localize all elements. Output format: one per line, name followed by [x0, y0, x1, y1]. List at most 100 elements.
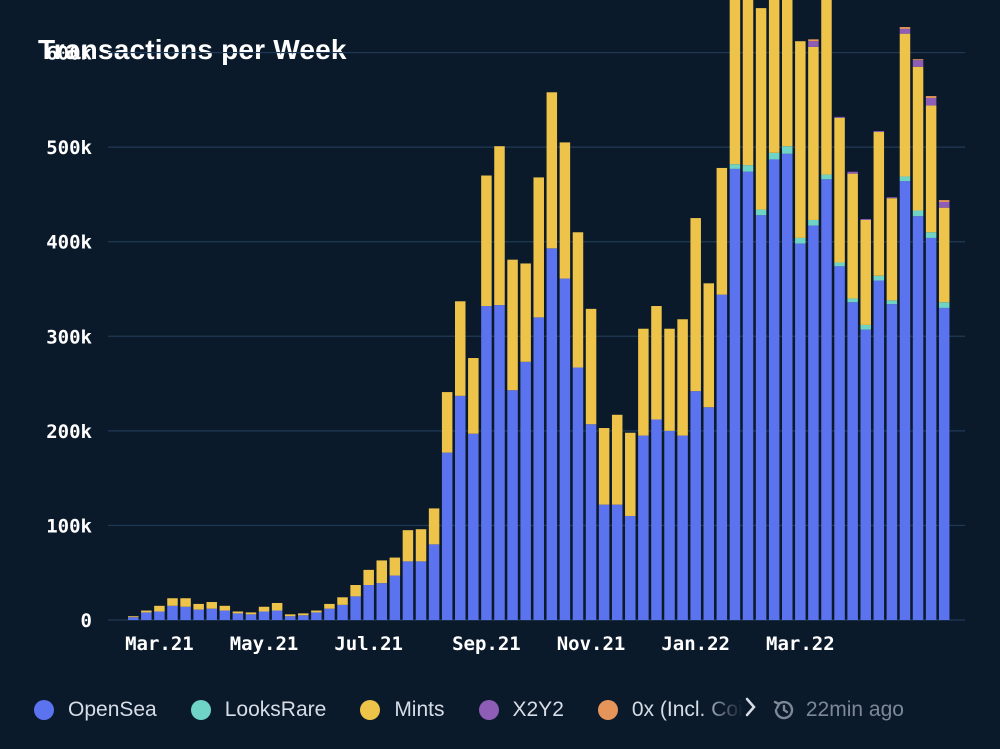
- bar-opensea[interactable]: [768, 159, 780, 620]
- bar-opensea[interactable]: [193, 609, 204, 620]
- bar-looksrare[interactable]: [742, 165, 754, 172]
- bar-opensea[interactable]: [154, 611, 165, 620]
- bar-opensea[interactable]: [559, 278, 571, 620]
- bar-x2y2[interactable]: [938, 201, 950, 208]
- bar-opensea[interactable]: [834, 266, 845, 620]
- bar-opensea[interactable]: [441, 452, 453, 620]
- bar-opensea[interactable]: [520, 361, 531, 620]
- bar-mints[interactable]: [389, 557, 401, 576]
- bar-opensea[interactable]: [703, 407, 715, 620]
- bar-mints[interactable]: [350, 585, 361, 597]
- bar-mints[interactable]: [507, 259, 518, 391]
- bar-looksrare[interactable]: [912, 210, 924, 217]
- bar-opensea[interactable]: [716, 294, 728, 620]
- bar-mints[interactable]: [402, 530, 414, 562]
- bar-mints[interactable]: [363, 569, 374, 586]
- bar-x2y2[interactable]: [925, 97, 937, 106]
- bar-opensea[interactable]: [258, 611, 270, 620]
- bar-opensea[interactable]: [376, 583, 388, 620]
- bar-mints[interactable]: [311, 610, 322, 613]
- bar-opensea[interactable]: [311, 612, 322, 620]
- bar-looksrare[interactable]: [821, 174, 832, 180]
- bar-looksrare[interactable]: [847, 298, 858, 303]
- bar-x2y2[interactable]: [860, 219, 871, 220]
- bar-mints[interactable]: [912, 66, 924, 211]
- bar-mints[interactable]: [546, 92, 558, 249]
- bar-mints[interactable]: [376, 560, 388, 584]
- chevron-right-icon[interactable]: [744, 696, 758, 724]
- bar-opensea[interactable]: [860, 329, 871, 620]
- bar-mints[interactable]: [664, 328, 675, 431]
- bar-mints[interactable]: [755, 8, 767, 210]
- bar-looksrare[interactable]: [808, 219, 819, 226]
- bar-mints[interactable]: [625, 432, 636, 516]
- bar-opensea[interactable]: [690, 391, 701, 620]
- bar-opensea[interactable]: [598, 504, 610, 620]
- bar-opensea[interactable]: [350, 596, 361, 620]
- bar-opensea[interactable]: [677, 435, 688, 620]
- bar-mints[interactable]: [703, 283, 715, 408]
- bar-mints[interactable]: [468, 358, 479, 434]
- bar-looksrare[interactable]: [860, 324, 871, 330]
- bar-0x-incl-coi[interactable]: [925, 96, 937, 98]
- bar-opensea[interactable]: [782, 153, 793, 620]
- bar-mints[interactable]: [677, 319, 688, 436]
- bar-opensea[interactable]: [141, 612, 152, 620]
- legend-item-x2y2[interactable]: X2Y2: [478, 698, 564, 722]
- bar-opensea[interactable]: [219, 610, 231, 620]
- bar-mints[interactable]: [154, 605, 165, 612]
- bar-mints[interactable]: [337, 597, 348, 605]
- bar-opensea[interactable]: [206, 608, 217, 620]
- bar-mints[interactable]: [324, 603, 335, 609]
- bar-looksrare[interactable]: [755, 209, 767, 216]
- bar-looksrare[interactable]: [782, 146, 793, 154]
- bar-mints[interactable]: [533, 177, 544, 318]
- bar-mints[interactable]: [768, 0, 780, 153]
- bar-opensea[interactable]: [337, 604, 348, 620]
- bar-mints[interactable]: [258, 606, 270, 612]
- bar-opensea[interactable]: [468, 433, 479, 620]
- bar-mints[interactable]: [716, 167, 728, 295]
- bar-mints[interactable]: [284, 614, 296, 617]
- legend-item-opensea[interactable]: OpenSea: [34, 698, 157, 722]
- legend-item-0x-incl-coinbase[interactable]: 0x (Incl. Coi: [597, 698, 744, 722]
- bar-opensea[interactable]: [284, 616, 296, 620]
- bar-opensea[interactable]: [925, 237, 937, 620]
- bar-mints[interactable]: [873, 132, 885, 276]
- bar-opensea[interactable]: [899, 181, 911, 620]
- bar-mints[interactable]: [415, 529, 427, 562]
- bar-opensea[interactable]: [402, 561, 414, 620]
- bar-mints[interactable]: [742, 0, 754, 166]
- bar-mints[interactable]: [559, 142, 571, 279]
- bar-x2y2[interactable]: [808, 41, 819, 47]
- bar-mints[interactable]: [455, 301, 466, 396]
- bar-looksrare[interactable]: [886, 300, 898, 305]
- bar-looksrare[interactable]: [873, 275, 885, 281]
- bar-looksrare[interactable]: [925, 232, 937, 238]
- bar-mints[interactable]: [271, 602, 283, 611]
- bar-mints[interactable]: [232, 611, 244, 614]
- bar-opensea[interactable]: [324, 608, 335, 620]
- bar-opensea[interactable]: [755, 215, 767, 621]
- legend-item-mints[interactable]: Mints: [360, 698, 445, 722]
- bar-mints[interactable]: [219, 605, 231, 611]
- bar-looksrare[interactable]: [834, 262, 845, 267]
- bar-mints[interactable]: [860, 219, 871, 325]
- bar-mints[interactable]: [938, 207, 950, 303]
- bar-mints[interactable]: [428, 508, 440, 545]
- bar-mints[interactable]: [481, 175, 492, 307]
- bar-opensea[interactable]: [912, 216, 924, 620]
- bar-mints[interactable]: [651, 306, 662, 420]
- bar-mints[interactable]: [611, 414, 623, 505]
- bar-opensea[interactable]: [389, 575, 401, 620]
- bar-opensea[interactable]: [886, 304, 898, 620]
- bar-opensea[interactable]: [494, 305, 505, 620]
- bar-opensea[interactable]: [245, 614, 257, 620]
- bar-mints[interactable]: [886, 198, 898, 301]
- bar-0x-incl-coi[interactable]: [899, 27, 911, 29]
- bar-mints[interactable]: [925, 105, 937, 233]
- bar-mints[interactable]: [520, 263, 531, 362]
- bar-mints[interactable]: [245, 612, 257, 615]
- bar-mints[interactable]: [821, 0, 832, 175]
- bar-x2y2[interactable]: [834, 116, 845, 118]
